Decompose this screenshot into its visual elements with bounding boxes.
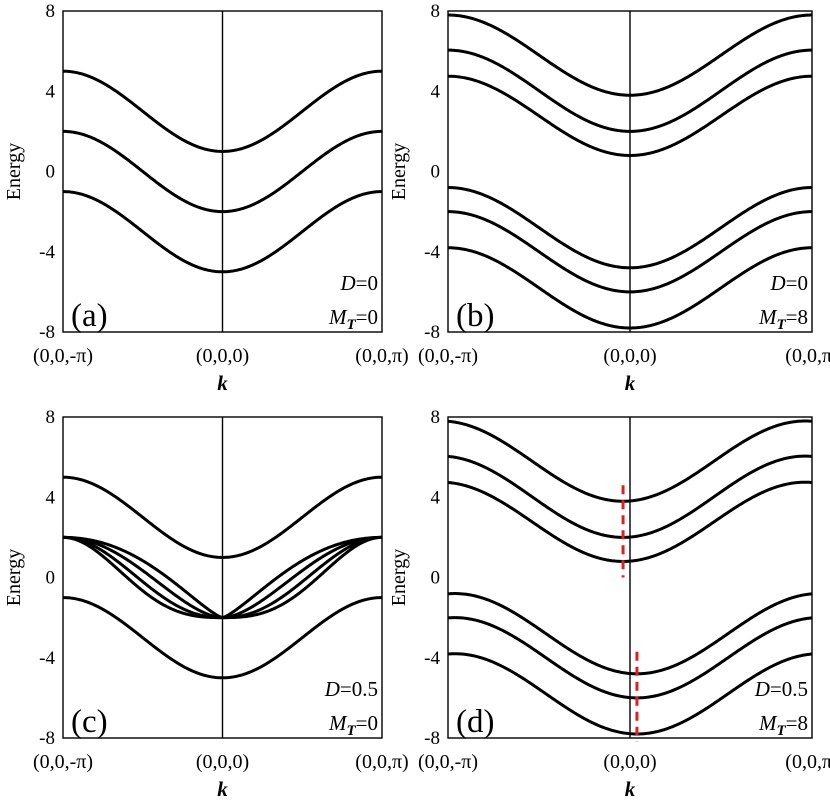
panel-c-x-axis-label: k bbox=[217, 777, 228, 801]
panel-a-ytick: 8 bbox=[46, 1, 56, 22]
panel-d-band-4 bbox=[447, 592, 813, 676]
panel-b-param-mt: MT=8 bbox=[758, 305, 808, 333]
panel-b-band-4 bbox=[447, 186, 813, 270]
panel-b-xtick: (0,0,0) bbox=[603, 345, 656, 367]
panel-a-band-1 bbox=[62, 69, 383, 153]
panel-a-y-axis-label: Energy bbox=[3, 143, 25, 200]
panel-a: 8 4 0 -4 -8 (0,0,-π) (0,0,0) (0,0,π) Ene… bbox=[3, 1, 409, 395]
panel-c-xtick: (0,0,-π) bbox=[33, 751, 93, 773]
panel-a-xtick: (0,0,0) bbox=[196, 345, 249, 367]
panel-b-band-6 bbox=[447, 246, 813, 330]
panel-c-ytick: -4 bbox=[39, 648, 55, 669]
panel-b-y-axis-label: Energy bbox=[388, 143, 410, 200]
panel-a-x-axis-label: k bbox=[217, 371, 228, 395]
panel-a-band-3 bbox=[62, 190, 383, 274]
panel-b-xtick: (0,0,π) bbox=[785, 345, 830, 367]
panel-c-band-1 bbox=[62, 475, 383, 559]
panel-a-y-ticks: 8 4 0 -4 -8 bbox=[39, 1, 55, 343]
panel-b-y-ticks: 8 4 0 -4 -8 bbox=[424, 1, 440, 343]
panel-c-ytick: -8 bbox=[39, 728, 55, 749]
panel-c-xtick: (0,0,π) bbox=[355, 751, 408, 773]
panel-a-param-mt: MT=0 bbox=[328, 305, 378, 333]
panel-b-param-d: D=0 bbox=[769, 271, 808, 295]
panel-d-ytick: -4 bbox=[424, 648, 440, 669]
panel-b-band-1 bbox=[447, 13, 813, 97]
panel-a-xtick: (0,0,π) bbox=[355, 345, 408, 367]
panel-d-ytick: 0 bbox=[431, 568, 441, 589]
panel-d-bands bbox=[447, 419, 813, 743]
panel-c-param-d: D=0.5 bbox=[324, 677, 378, 701]
panel-c-band-6 bbox=[62, 596, 383, 680]
panel-d-ytick: 8 bbox=[431, 407, 441, 428]
panel-a-ytick: -8 bbox=[39, 322, 55, 343]
panel-a-param-d: D=0 bbox=[339, 271, 378, 295]
panel-d-ytick: 4 bbox=[431, 487, 441, 508]
panel-b-ytick: -4 bbox=[424, 242, 440, 263]
panel-d-band-5 bbox=[447, 616, 813, 700]
panel-a-xtick: (0,0,-π) bbox=[33, 345, 93, 367]
panel-c-y-axis-label: Energy bbox=[3, 549, 25, 606]
panel-a-bands bbox=[62, 69, 383, 274]
panel-d-xtick: (0,0,-π) bbox=[418, 751, 478, 773]
panel-c-param-mt: MT=0 bbox=[328, 711, 378, 739]
panel-c-xtick: (0,0,0) bbox=[196, 751, 249, 773]
panel-d-param-mt: MT=8 bbox=[758, 711, 808, 739]
panel-d-y-axis-label: Energy bbox=[388, 549, 410, 606]
panel-d-band-6 bbox=[447, 652, 813, 736]
panel-c-ytick: 8 bbox=[46, 407, 56, 428]
panel-a-label: (a) bbox=[71, 298, 108, 334]
panel-b-ytick: 8 bbox=[431, 1, 441, 22]
panel-b-ytick: 0 bbox=[431, 162, 441, 183]
panel-d: 8 4 0 -4 -8 (0,0,-π) (0,0,0) (0,0,π) Ene… bbox=[388, 407, 830, 801]
panel-b-label: (b) bbox=[456, 298, 494, 334]
panel-a-ytick: 4 bbox=[46, 81, 56, 102]
panel-d-x-ticks: (0,0,-π) (0,0,0) (0,0,π) bbox=[418, 751, 830, 773]
panel-b-band-2 bbox=[447, 48, 813, 133]
panel-d-y-ticks: 8 4 0 -4 -8 bbox=[424, 407, 440, 749]
panel-c-ytick: 4 bbox=[46, 487, 56, 508]
panel-a-ytick: -4 bbox=[39, 242, 55, 263]
panel-a-x-ticks: (0,0,-π) (0,0,0) (0,0,π) bbox=[33, 345, 409, 367]
panel-d-ytick: -8 bbox=[424, 728, 440, 749]
panel-d-band-2 bbox=[447, 454, 813, 539]
panel-d-band-1 bbox=[447, 419, 813, 503]
panel-d-label: (d) bbox=[456, 704, 494, 740]
panel-c: 8 4 0 -4 -8 (0,0,-π) (0,0,0) (0,0,π) Ene… bbox=[3, 407, 409, 801]
panel-b-x-axis-label: k bbox=[625, 371, 636, 395]
panel-b-band-3 bbox=[447, 74, 813, 157]
panel-c-x-ticks: (0,0,-π) (0,0,0) (0,0,π) bbox=[33, 751, 409, 773]
panel-c-bands bbox=[62, 475, 383, 680]
panel-d-param-d: D=0.5 bbox=[754, 677, 808, 701]
panel-d-xtick: (0,0,π) bbox=[785, 751, 830, 773]
panel-d-x-axis-label: k bbox=[625, 777, 636, 801]
panel-c-ytick: 0 bbox=[46, 568, 56, 589]
panel-c-band-5 bbox=[62, 535, 383, 620]
panel-b-xtick: (0,0,-π) bbox=[418, 345, 478, 367]
panel-b-bands bbox=[447, 13, 813, 330]
panel-a-ytick: 0 bbox=[46, 162, 56, 183]
panel-d-xtick: (0,0,0) bbox=[603, 751, 656, 773]
panel-b-x-ticks: (0,0,-π) (0,0,0) (0,0,π) bbox=[418, 345, 830, 367]
panel-c-label: (c) bbox=[71, 704, 108, 740]
panel-b-ytick: -8 bbox=[424, 322, 440, 343]
panel-d-band-3 bbox=[447, 480, 813, 563]
panel-c-y-ticks: 8 4 0 -4 -8 bbox=[39, 407, 55, 749]
panel-b: 8 4 0 -4 -8 (0,0,-π) (0,0,0) (0,0,π) Ene… bbox=[388, 1, 830, 395]
panel-b-band-5 bbox=[447, 210, 813, 294]
panel-b-ytick: 4 bbox=[431, 81, 441, 102]
panel-a-band-2 bbox=[62, 129, 383, 214]
